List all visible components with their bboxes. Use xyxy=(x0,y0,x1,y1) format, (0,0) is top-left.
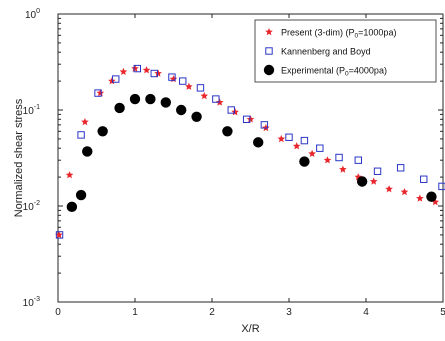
data-point-series-1 xyxy=(438,182,445,191)
x-tick-label: 5 xyxy=(440,307,445,318)
data-point-series-0 xyxy=(339,165,347,173)
data-point-series-0 xyxy=(369,177,378,185)
x-tick-label: 1 xyxy=(132,307,138,318)
data-point-series-1 xyxy=(55,231,64,239)
plot-data xyxy=(55,64,445,239)
data-point-series-1 xyxy=(300,136,309,145)
legend-marker-2 xyxy=(263,64,275,76)
data-point-series-1 xyxy=(94,89,102,97)
data-point-series-2 xyxy=(129,93,141,105)
data-point-series-1 xyxy=(242,115,251,124)
data-point-series-0 xyxy=(55,230,63,239)
data-point-series-1 xyxy=(354,156,363,164)
data-point-series-1 xyxy=(179,77,187,85)
data-point-series-1 xyxy=(212,95,220,103)
data-point-series-0 xyxy=(323,156,332,164)
data-point-series-2 xyxy=(253,137,264,148)
data-point-series-0 xyxy=(81,117,89,126)
plot-frame xyxy=(57,13,444,303)
data-point-series-2 xyxy=(299,156,310,167)
data-point-series-0 xyxy=(119,67,128,76)
data-point-series-1 xyxy=(316,144,324,152)
data-point-series-0 xyxy=(185,82,193,90)
x-tick-label: 4 xyxy=(363,307,369,318)
legend-label-0: Present (3-dim) (P0=1000pa) xyxy=(281,28,396,40)
y-axis-title: Normalized shear stress xyxy=(13,98,25,217)
data-point-series-2 xyxy=(356,176,368,187)
data-point-series-0 xyxy=(416,194,424,202)
data-point-series-2 xyxy=(75,189,87,201)
data-point-series-2 xyxy=(66,201,78,213)
data-point-series-0 xyxy=(246,115,255,123)
data-point-series-2 xyxy=(160,97,171,108)
legend-box xyxy=(254,19,437,83)
data-point-series-1 xyxy=(227,106,235,114)
data-point-series-0 xyxy=(200,91,209,100)
data-point-series-0 xyxy=(400,187,409,196)
data-point-series-0 xyxy=(385,185,393,193)
x-tick-label: 2 xyxy=(209,307,215,318)
data-point-series-1 xyxy=(196,84,205,92)
data-point-series-1 xyxy=(112,75,120,83)
data-point-series-0 xyxy=(131,64,139,72)
data-point-series-2 xyxy=(222,126,233,137)
data-point-series-1 xyxy=(133,64,142,73)
data-point-series-2 xyxy=(145,93,156,105)
data-point-series-1 xyxy=(396,164,405,172)
legend-label-1: Kannenberg and Boyd xyxy=(281,47,371,57)
data-point-series-2 xyxy=(426,191,437,202)
data-point-series-0 xyxy=(142,66,151,74)
data-point-series-0 xyxy=(431,198,440,206)
data-point-series-1 xyxy=(260,121,269,129)
data-point-series-2 xyxy=(97,126,108,137)
data-point-series-0 xyxy=(308,149,316,158)
data-point-series-1 xyxy=(150,69,158,78)
data-point-series-1 xyxy=(77,131,85,139)
data-point-series-1 xyxy=(168,73,176,81)
data-point-series-0 xyxy=(154,69,162,77)
data-point-series-1 xyxy=(420,175,428,183)
legend-marker-0 xyxy=(265,28,273,36)
data-point-series-0 xyxy=(277,134,286,143)
legend-marker-1 xyxy=(265,47,273,55)
x-tick-label: 0 xyxy=(55,307,61,318)
x-tick-label: 3 xyxy=(286,307,292,318)
data-point-series-0 xyxy=(292,142,301,150)
data-point-series-2 xyxy=(82,146,93,157)
data-point-series-0 xyxy=(65,171,74,179)
data-point-series-0 xyxy=(215,98,224,106)
x-axis-title: X/R xyxy=(241,323,259,335)
y-tick-label: 10-3 xyxy=(23,296,40,309)
y-tick-label: 10-2 xyxy=(23,200,40,213)
data-point-series-0 xyxy=(96,89,105,97)
data-point-series-2 xyxy=(191,111,202,122)
data-point-series-1 xyxy=(373,167,382,175)
legend-label-2: Experimental (P0=4000pa) xyxy=(281,66,387,78)
data-point-series-2 xyxy=(114,102,125,114)
data-point-series-1 xyxy=(335,153,343,162)
data-point-series-1 xyxy=(285,133,293,141)
axes: 0 1 2 3 4 5 100 10-1 10-2 10-3 xyxy=(23,8,445,318)
legend: Present (3-dim) (P0=1000pa) Kannenberg an… xyxy=(254,19,437,83)
y-tick-label: 10-1 xyxy=(23,104,40,117)
data-point-series-2 xyxy=(176,104,187,116)
y-tick-label: 100 xyxy=(25,8,40,21)
